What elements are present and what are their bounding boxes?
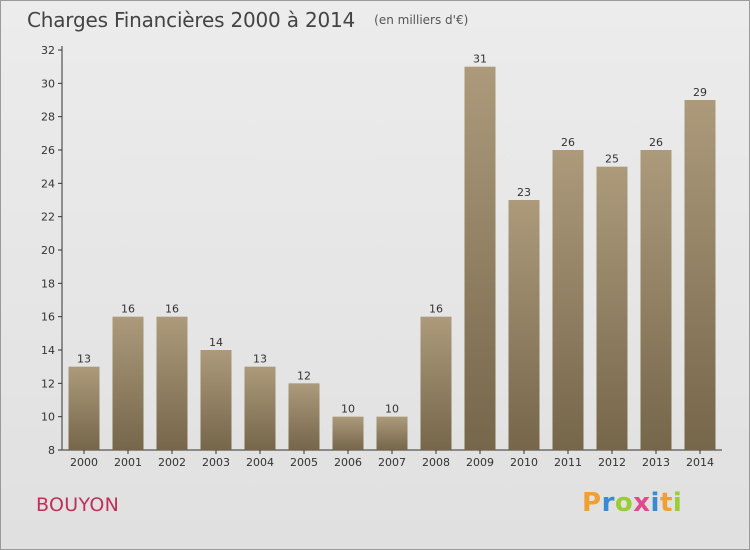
logo-letter: t — [659, 488, 673, 518]
y-tick-label: 22 — [41, 211, 55, 224]
data-label: 26 — [561, 136, 575, 149]
x-tick-label: 2001 — [114, 456, 142, 469]
data-label: 13 — [77, 353, 91, 366]
x-tick-label: 2000 — [70, 456, 98, 469]
x-axis: 2000 2001 2002 2003 2004 2005 2006 2007 2008 2009… — [62, 449, 722, 469]
bar[interactable] — [200, 350, 232, 450]
bar[interactable] — [464, 66, 496, 451]
data-label: 25 — [605, 153, 619, 166]
y-tick-label: 14 — [41, 344, 55, 357]
y-tick-label: 18 — [41, 277, 55, 290]
bar[interactable] — [68, 366, 100, 450]
x-tick-label: 2014 — [686, 456, 714, 469]
x-tick-label: 2002 — [158, 456, 186, 469]
bar[interactable] — [596, 166, 628, 450]
y-tick-label: 16 — [41, 311, 55, 324]
bar[interactable] — [288, 383, 320, 450]
data-label: 26 — [649, 136, 663, 149]
data-label: 16 — [121, 303, 135, 316]
data-label: 10 — [341, 403, 355, 416]
x-tick-label: 2013 — [642, 456, 670, 469]
bars — [68, 66, 716, 451]
proxiti-logo[interactable]: Proxiti — [582, 488, 682, 518]
bar[interactable] — [332, 416, 364, 450]
logo-letter: o — [614, 488, 634, 518]
data-label: 14 — [209, 336, 223, 349]
logo-letter: i — [650, 488, 660, 518]
bar[interactable] — [376, 416, 408, 450]
x-tick-label: 2006 — [334, 456, 362, 469]
data-label: 10 — [385, 403, 399, 416]
title-row: Charges Financières 2000 à 2014 (en mill… — [27, 8, 468, 32]
bar[interactable] — [420, 316, 452, 450]
x-tick-label: 2011 — [554, 456, 582, 469]
y-tick-label: 26 — [41, 144, 55, 157]
logo-letter: i — [672, 488, 683, 518]
bar[interactable] — [684, 100, 716, 450]
x-tick-label: 2005 — [290, 456, 318, 469]
chart-title: Charges Financières 2000 à 2014 — [27, 8, 356, 32]
bar[interactable] — [244, 366, 276, 450]
y-tick-label: 32 — [41, 44, 55, 57]
bar[interactable] — [640, 150, 672, 450]
y-tick-label: 30 — [41, 77, 55, 90]
logo-letter: r — [601, 488, 615, 518]
commune-name: BOUYON — [36, 494, 120, 516]
data-label: 16 — [165, 303, 179, 316]
x-tick-label: 2012 — [598, 456, 626, 469]
y-tick-label: 10 — [41, 411, 55, 424]
y-tick-label: 24 — [41, 177, 55, 190]
logo-letter: P — [582, 488, 602, 518]
bar[interactable] — [508, 200, 540, 450]
data-label: 31 — [473, 53, 487, 66]
x-tick-label: 2008 — [422, 456, 450, 469]
data-label: 23 — [517, 186, 531, 199]
y-tick-label: 20 — [41, 244, 55, 257]
y-tick-label: 28 — [41, 111, 55, 124]
x-tick-label: 2007 — [378, 456, 406, 469]
data-label: 13 — [253, 353, 267, 366]
x-tick-label: 2004 — [246, 456, 274, 469]
x-tick-label: 2009 — [466, 456, 494, 469]
y-axis: 8 10 12 14 16 18 20 22 24 26 28 30 32 — [41, 44, 63, 457]
chart-subtitle: (en milliers d'€) — [374, 13, 469, 27]
data-label: 16 — [429, 303, 443, 316]
data-label: 29 — [693, 86, 707, 99]
bar[interactable] — [552, 150, 584, 450]
x-tick-label: 2010 — [510, 456, 538, 469]
data-label: 12 — [297, 369, 311, 382]
data-labels: 13 16 16 14 13 12 10 10 16 31 23 26 25 26 29 — [77, 53, 707, 416]
logo-letter: x — [633, 488, 651, 518]
y-tick-label: 12 — [41, 377, 55, 390]
x-tick-label: 2003 — [202, 456, 230, 469]
y-tick-label: 8 — [48, 444, 55, 457]
bar[interactable] — [112, 316, 144, 450]
bar[interactable] — [156, 316, 188, 450]
